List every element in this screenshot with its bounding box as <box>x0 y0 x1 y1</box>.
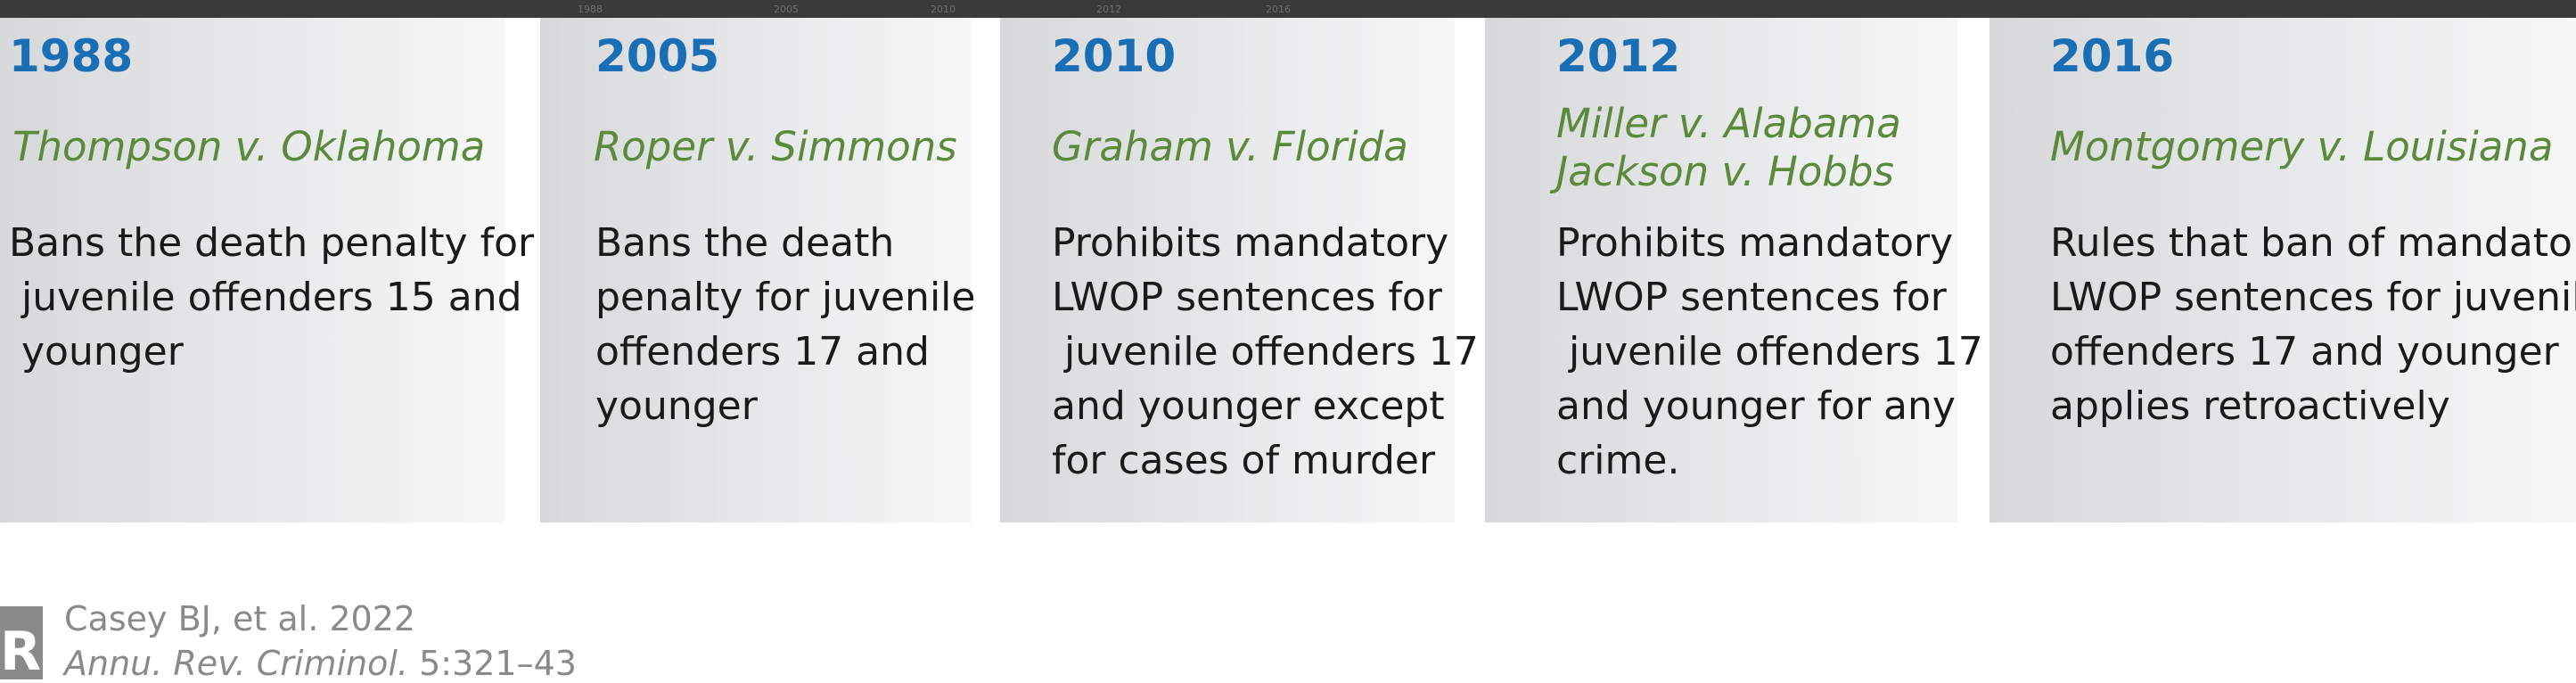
top-tick-label: 2005 <box>774 4 799 15</box>
case-name: Montgomery v. Louisiana <box>2050 123 2554 170</box>
top-tick-label: 2012 <box>1096 4 1121 15</box>
top-strip: 1988 2005 2010 2012 2016 <box>0 0 2576 18</box>
case-description: Bans the death penalty for juvenile offe… <box>9 220 535 374</box>
case-name: Roper v. Simmons <box>594 123 957 170</box>
logo-letter: R <box>0 621 42 683</box>
case-name: Graham v. Florida <box>1052 123 1408 170</box>
citation-journal: Annu. Rev. Criminol. <box>64 644 408 683</box>
case-name: Thompson v. Oklahoma <box>12 123 486 170</box>
panel-year: 2016 <box>2050 30 2175 82</box>
case-description: Prohibits mandatory LWOP sentences for j… <box>1556 220 1983 483</box>
panel-year: 2012 <box>1556 30 1681 82</box>
case-panel-2005: 2005 Roper v. Simmons Bans the death pen… <box>540 18 976 523</box>
top-tick-label: 2016 <box>1266 4 1291 15</box>
top-tick-label: 1988 <box>578 4 603 15</box>
panel-year: 2005 <box>595 30 720 82</box>
case-description: Rules that ban of mandatory LWOP sentenc… <box>2050 220 2576 429</box>
case-name: Miller v. Alabama Jackson v. Hobbs <box>1556 100 1901 195</box>
panel-year: 2010 <box>1052 30 1177 82</box>
case-panel-2010: 2010 Graham v. Florida Prohibits mandato… <box>1000 18 1479 523</box>
case-description: Bans the death penalty for juvenile offe… <box>595 220 976 429</box>
citation-source: Annu. Rev. Criminol. 5:321–43 <box>64 644 577 683</box>
case-panel-2012: 2012 Miller v. Alabama Jackson v. Hobbs P… <box>1485 18 1983 523</box>
panel-year: 1988 <box>9 30 134 82</box>
top-tick-label: 2010 <box>931 4 956 15</box>
case-panel-1988: 1988 Thompson v. Oklahoma Bans the death… <box>0 18 534 523</box>
case-panel-2016: 2016 Montgomery v. Louisiana Rules that … <box>1989 18 2576 523</box>
citation-authors: Casey BJ, et al. 2022 <box>64 599 416 638</box>
citation-pages: 5:321–43 <box>408 644 577 683</box>
journal-logo: R <box>0 606 43 683</box>
case-description: Prohibits mandatory LWOP sentences for j… <box>1052 220 1479 483</box>
